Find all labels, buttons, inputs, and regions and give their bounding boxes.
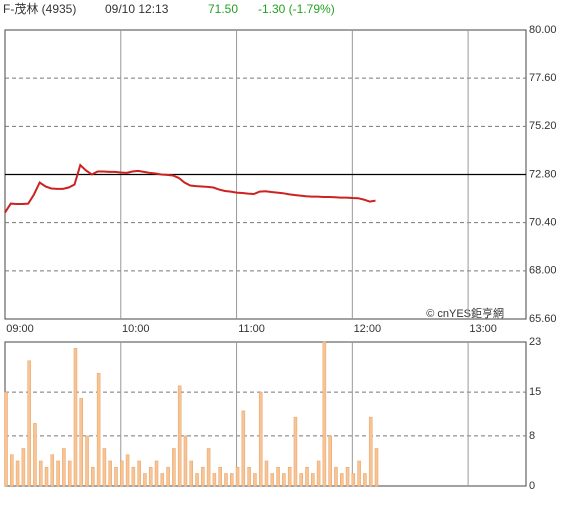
volume-bar [311, 473, 315, 487]
volume-bar [67, 460, 72, 487]
volume-bar [62, 448, 66, 487]
volume-bar [15, 460, 20, 487]
y-tick-label: 77.60 [529, 72, 557, 84]
volume-bar [224, 473, 228, 487]
volume-bar [287, 466, 292, 487]
volume-bar [282, 473, 286, 487]
x-tick-label: 13:00 [469, 323, 497, 335]
volume-bar [108, 460, 112, 487]
volume-bar [160, 473, 165, 487]
volume-bar [73, 348, 78, 487]
volume-bar [10, 454, 14, 487]
volume-bar [247, 466, 251, 487]
x-tick-label: 12:00 [354, 323, 382, 335]
y-tick-label: 15 [529, 386, 541, 398]
volume-bar [33, 423, 37, 487]
volume-bar [27, 360, 31, 487]
price-change: -1.30 (-1.79%) [258, 2, 335, 16]
volume-bar [143, 473, 147, 487]
volume-bar [148, 466, 153, 487]
volume-bar [120, 460, 124, 487]
volume-bar [374, 448, 379, 487]
volume-bar [270, 473, 275, 487]
volume-bar [166, 466, 170, 487]
volume-bar [328, 435, 332, 487]
volume-bar [363, 473, 367, 487]
y-tick-label: 23 [529, 336, 541, 348]
volume-bar [357, 460, 361, 487]
y-tick-label: 65.60 [529, 313, 557, 325]
volume-bar [334, 466, 338, 487]
volume-bar [305, 466, 309, 487]
quote-time: 09/10 12:13 [105, 2, 169, 16]
volume-bar [79, 398, 84, 487]
volume-bar [218, 466, 222, 487]
price-line [4, 163, 376, 214]
volume-bar [38, 460, 43, 487]
volume-bar [195, 473, 199, 487]
volume-bar [264, 460, 269, 487]
volume-bar [368, 416, 373, 487]
volume-bar [4, 391, 8, 487]
volume-bar [241, 410, 246, 487]
volume-bar [293, 416, 298, 487]
volume-bar [50, 454, 55, 487]
volume-bar [206, 448, 211, 487]
last-price: 71.50 [208, 2, 238, 16]
volume-bar [299, 473, 303, 487]
volume-bar [316, 460, 321, 487]
volume-bar [212, 473, 217, 487]
volume-bar [258, 391, 263, 487]
stock-name: F-茂林 (4935) [3, 2, 76, 16]
volume-bar [189, 460, 193, 487]
volume-bar [322, 341, 327, 487]
volume-bar [131, 466, 136, 487]
volume-bar [102, 448, 107, 487]
volume-bar [253, 473, 257, 487]
volume-bar [56, 460, 60, 487]
volume-bar [172, 448, 176, 487]
volume-bar [154, 460, 159, 487]
volume-bar [21, 448, 26, 487]
watermark: © cnYES鉅亨網 [426, 306, 504, 320]
y-tick-label: 0 [529, 480, 535, 492]
y-tick-label: 75.20 [529, 120, 557, 132]
volume-bar [230, 473, 234, 487]
x-tick-label: 09:00 [6, 323, 34, 335]
y-tick-label: 68.00 [529, 265, 557, 277]
volume-bar [351, 473, 356, 487]
volume-bar [114, 466, 118, 487]
volume-bar [276, 466, 280, 487]
y-tick-label: 8 [529, 430, 535, 442]
y-tick-label: 72.80 [529, 168, 557, 180]
volume-bar [91, 466, 95, 487]
y-tick-label: 70.40 [529, 217, 557, 229]
y-tick-label: 80.00 [529, 24, 557, 36]
volume-bar [345, 466, 350, 487]
x-tick-label: 11:00 [238, 323, 265, 335]
volume-bar [44, 466, 49, 487]
volume-bar [201, 466, 205, 487]
volume-bar [85, 435, 89, 487]
volume-bar [137, 460, 141, 487]
volume-bar [125, 454, 130, 487]
volume-bar [340, 473, 344, 487]
volume-bar [235, 466, 240, 487]
x-tick-label: 10:00 [122, 323, 150, 335]
volume-bar [177, 385, 182, 487]
volume-bar [183, 435, 188, 487]
volume-bar [96, 373, 101, 487]
